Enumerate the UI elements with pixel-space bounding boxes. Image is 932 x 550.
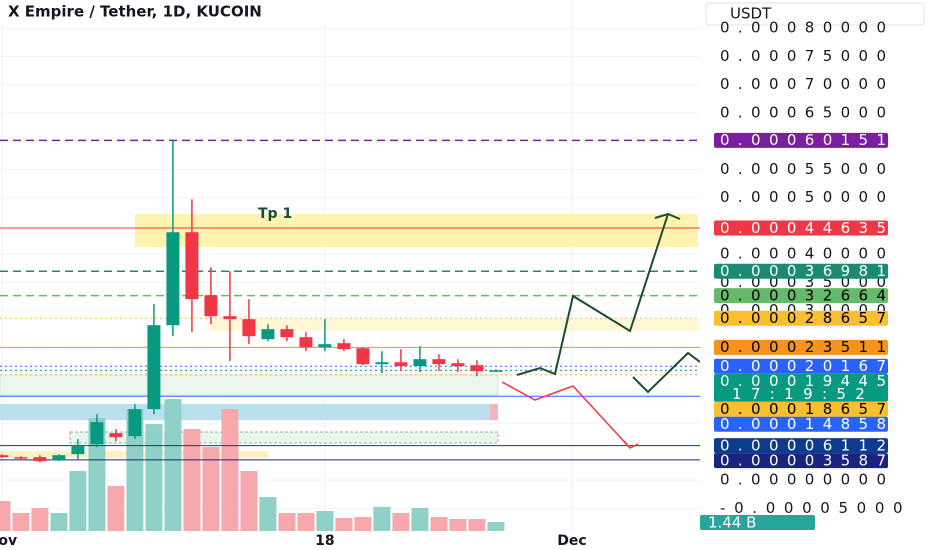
volume-bar	[50, 513, 68, 531]
x-tick-label: 18	[315, 533, 334, 549]
x-tick-label: Nov	[0, 533, 17, 549]
price-badge	[714, 373, 888, 402]
volume-badge	[700, 515, 815, 530]
volume-bar	[164, 399, 182, 531]
volume-bar	[183, 429, 201, 531]
volume-bar	[316, 511, 334, 531]
candle-body	[280, 329, 294, 338]
candle-body	[0, 455, 9, 458]
y-tick-label: -0.00005000	[720, 499, 903, 517]
volume-bar	[259, 497, 277, 531]
price-badge	[714, 132, 888, 148]
arrow-head	[654, 212, 681, 220]
price-badge	[714, 438, 888, 454]
candle-body	[375, 362, 389, 365]
candle-body	[356, 348, 370, 365]
candle-body	[394, 362, 408, 367]
chart-title: X Empire / Tether, 1D, KUCOIN	[8, 3, 262, 21]
volume-bar	[12, 513, 30, 531]
volume-bar	[31, 508, 49, 531]
price-badge	[714, 339, 888, 355]
candle-body	[166, 232, 180, 326]
volume-bar	[145, 424, 163, 531]
volume-bar	[107, 486, 125, 531]
candle-body	[242, 319, 256, 337]
zone	[69, 431, 499, 444]
candle-body	[489, 370, 503, 372]
candles	[0, 140, 503, 463]
volume-bar	[392, 513, 410, 531]
candle-body	[52, 455, 66, 461]
volume-bar	[278, 513, 296, 531]
candle-body	[337, 343, 351, 350]
candle-body	[413, 359, 427, 367]
price-lines	[0, 139, 700, 461]
candle-body	[14, 457, 28, 459]
candle-body	[299, 337, 313, 348]
price-badge	[714, 453, 888, 469]
candle-body	[261, 329, 275, 340]
projection-up	[516, 213, 669, 376]
volume-bar	[126, 409, 144, 531]
volume	[0, 399, 505, 531]
volume-bar	[297, 513, 315, 531]
candle-body	[318, 344, 332, 348]
volume-bar	[468, 519, 486, 531]
candle-body	[147, 325, 161, 410]
tp-zone	[135, 214, 698, 247]
candle-body	[223, 316, 237, 320]
price-badge	[714, 401, 888, 417]
candle-body	[185, 232, 199, 300]
volume-bar	[430, 517, 448, 531]
candle-body	[432, 359, 446, 365]
volume-badge-label: 1.44 B	[708, 514, 756, 532]
volume-bar	[449, 519, 467, 531]
candle-body	[204, 295, 218, 317]
tp-label: Tp 1	[258, 206, 292, 222]
volume-bar	[240, 471, 258, 531]
volume-bar	[221, 409, 239, 531]
volume-bar	[202, 447, 220, 531]
volume-bar	[411, 508, 429, 531]
projections	[501, 212, 700, 449]
zones	[0, 214, 700, 458]
projection-alt	[632, 351, 700, 394]
volume-bar	[354, 517, 372, 531]
candle-body	[470, 365, 484, 372]
zone-end	[490, 404, 498, 420]
volume-bar	[69, 471, 87, 531]
price-badge	[714, 358, 888, 374]
volume-bar	[335, 518, 353, 531]
candle-body	[33, 457, 47, 462]
zone	[0, 404, 498, 420]
price-badge	[714, 263, 888, 279]
price-badge	[714, 220, 888, 236]
price-badge	[714, 288, 888, 304]
x-tick-label: Dec	[557, 533, 586, 549]
candle-body	[451, 363, 465, 367]
zone	[0, 374, 499, 396]
projection-down	[501, 381, 631, 449]
currency: USDT	[730, 5, 772, 23]
price-badge	[714, 416, 888, 432]
candle-body	[109, 433, 123, 438]
volume-bar	[373, 507, 391, 531]
candle-body	[71, 446, 85, 455]
currency-box	[705, 2, 925, 26]
volume-bar	[88, 418, 106, 531]
zone	[210, 319, 700, 331]
price-badge	[714, 310, 888, 326]
volume-bar	[0, 501, 11, 531]
title-bg	[0, 0, 440, 24]
candle-body	[128, 409, 142, 437]
candle-body	[90, 422, 104, 445]
volume-bar	[487, 522, 505, 531]
arrow-head	[623, 440, 639, 449]
time-axis	[0, 531, 700, 550]
